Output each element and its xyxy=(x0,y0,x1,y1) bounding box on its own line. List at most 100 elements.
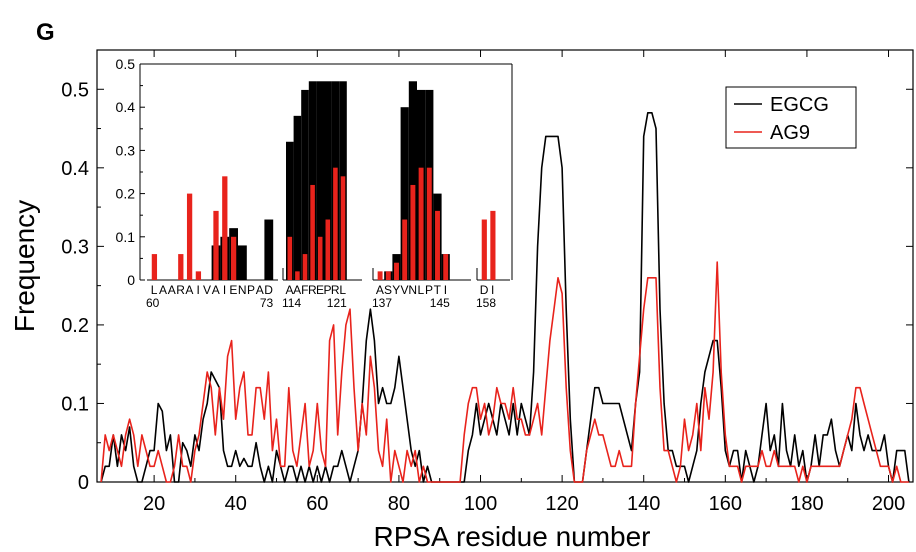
inset-bar-ag9 xyxy=(333,167,338,280)
main-axis-ticks: 20 40 60 80 100 120 140 160 180 200 0 0.1 0.2 0.3 0.4 0… xyxy=(61,49,913,515)
inset-bar-ag9 xyxy=(222,176,228,280)
main-chart: 20 40 60 80 100 120 140 160 180 200 0 0.1 0.2 0.3 0.4 0… xyxy=(9,49,914,552)
x-tick-label: 180 xyxy=(790,493,823,515)
legend-box xyxy=(725,86,857,149)
inset-residue-label: A xyxy=(212,283,221,297)
inset-residue-label: N xyxy=(238,283,247,297)
x-axis-title: RPSA residue number xyxy=(373,521,650,552)
inset-bar-ag9 xyxy=(195,271,202,280)
inset-chart: 00.10.20.30.40.5L A A R A I V A I E N P A D60 73A A F RE P… xyxy=(116,56,513,310)
inset-bar-ag9 xyxy=(402,219,408,280)
inset-residue-label: P xyxy=(324,283,333,297)
inset-residue-label: R xyxy=(176,283,185,297)
inset-end-residue: 145 xyxy=(430,296,450,310)
x-tick-label: 120 xyxy=(545,493,578,515)
inset-residue-label: A xyxy=(376,283,385,297)
inset-residue-label: S xyxy=(384,283,393,297)
inset-bar-egcg xyxy=(293,115,302,280)
inset-end-residue: 73 xyxy=(260,296,274,310)
inset-residue-label: A xyxy=(168,283,177,297)
legend: EGCG AG9 xyxy=(725,86,857,149)
inset-bar-ag9 xyxy=(302,254,308,280)
y-tick-label: 0.3 xyxy=(61,236,89,258)
inset-residue-label: E xyxy=(229,283,238,297)
inset-bar-egcg xyxy=(324,81,332,280)
inset-bar-egcg xyxy=(308,81,317,280)
inset-bar-ag9 xyxy=(295,271,300,280)
inset-bar-egcg xyxy=(316,81,324,280)
inset-residue-label: F xyxy=(301,283,309,297)
y-tick-label: 0.2 xyxy=(61,315,89,337)
x-tick-label: 100 xyxy=(464,493,497,515)
inset-bar-ag9 xyxy=(230,236,237,280)
inset-bar-ag9 xyxy=(481,219,487,280)
inset-y-tick-label: 0.3 xyxy=(116,142,136,158)
inset-bars: 00.10.20.30.40.5L A A R A I V A I E N P A D60 73A A F RE P… xyxy=(116,56,510,310)
inset-residue-label: R xyxy=(331,283,340,297)
inset-bar-egcg xyxy=(408,81,417,280)
inset-residue-label: A xyxy=(185,283,194,297)
x-tick-label: 80 xyxy=(388,493,410,515)
inset-bar-egcg xyxy=(301,89,309,280)
inset-residue-label: L xyxy=(418,283,425,297)
inset-bar-ag9 xyxy=(340,176,346,280)
x-tick-label: 140 xyxy=(627,493,660,515)
inset-bar-ag9 xyxy=(377,271,383,280)
inset-bar-ag9 xyxy=(213,210,219,280)
inset-bar-ag9 xyxy=(186,193,193,280)
inset-start-residue: 158 xyxy=(476,296,496,310)
y-tick-label: 0.4 xyxy=(61,158,89,180)
inset-start-residue: 114 xyxy=(282,296,301,310)
y-axis-title: Frequency xyxy=(9,200,40,332)
inset-bar-ag9 xyxy=(490,210,496,280)
y-tick-label: 0.5 xyxy=(61,79,89,101)
inset-bar-ag9 xyxy=(325,219,331,280)
panel-label: G xyxy=(36,19,55,46)
inset-bar-ag9 xyxy=(287,236,293,280)
y-tick-label: 0 xyxy=(78,472,89,494)
inset-residue-label: E xyxy=(316,283,325,297)
inset-residue-label: L xyxy=(151,283,158,297)
inset-residue-label: A xyxy=(159,283,168,297)
x-tick-label: 20 xyxy=(143,493,165,515)
inset-end-residue: 121 xyxy=(327,296,347,310)
inset-bar-egcg xyxy=(238,245,247,280)
inset-residue-label: Y xyxy=(392,283,401,297)
inset-y-tick-label: 0.4 xyxy=(116,99,136,115)
inset-y-tick-label: 0.2 xyxy=(116,186,136,202)
inset-residue-label: I xyxy=(196,283,200,297)
x-tick-label: 60 xyxy=(306,493,328,515)
x-tick-label: 200 xyxy=(872,493,905,515)
inset-bar-ag9 xyxy=(317,236,323,280)
inset-bar-ag9 xyxy=(410,184,416,280)
inset-bar-ag9 xyxy=(394,262,399,280)
inset-y-tick-label: 0 xyxy=(127,272,135,288)
inset-bar-ag9 xyxy=(151,254,158,280)
inset-bar-ag9 xyxy=(310,184,315,280)
inset-residue-label: I xyxy=(491,283,495,297)
inset-y-tick-label: 0.1 xyxy=(116,229,136,245)
inset-bar-ag9 xyxy=(178,254,184,280)
legend-label-egcg: EGCG xyxy=(770,94,829,116)
inset-residue-label: N xyxy=(408,283,417,297)
inset-residue-label: A xyxy=(286,283,295,297)
x-tick-label: 160 xyxy=(709,493,742,515)
inset-bar-egcg xyxy=(286,141,294,280)
inset-residue-label: P xyxy=(247,283,256,297)
series-line-egcg xyxy=(100,112,910,483)
inset-residue-label: V xyxy=(400,283,409,297)
inset-start-residue: 137 xyxy=(372,296,392,310)
legend-label-ag9: AG9 xyxy=(770,122,810,144)
series-line-ag9 xyxy=(100,261,909,483)
inset-residue-label: D xyxy=(264,283,273,297)
inset-bar-ag9 xyxy=(418,167,424,280)
x-tick-label: 40 xyxy=(225,493,247,515)
inset-bar-ag9 xyxy=(435,210,440,280)
main-series-lines xyxy=(100,112,910,483)
inset-residue-label: A xyxy=(256,283,265,297)
inset-start-residue: 60 xyxy=(146,296,160,310)
inset-residue-label: V xyxy=(203,283,212,297)
inset-residue-label: L xyxy=(339,283,346,297)
plot-frame xyxy=(96,49,914,483)
